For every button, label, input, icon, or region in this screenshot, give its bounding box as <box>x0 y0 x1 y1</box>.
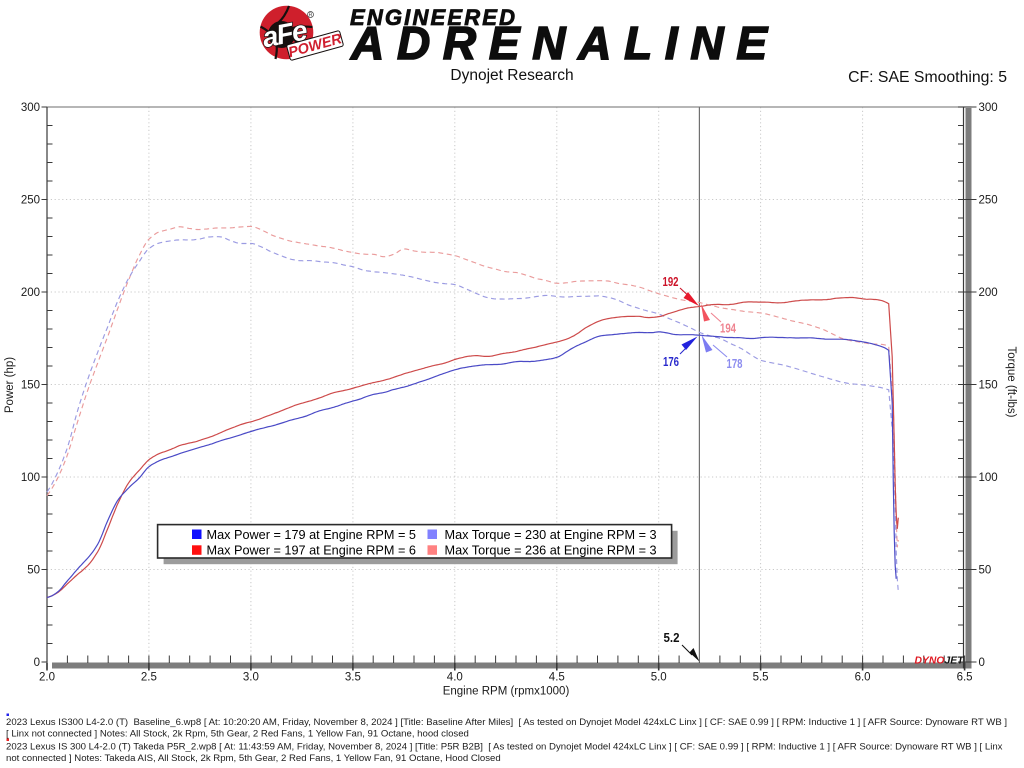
svg-text:Power (hp): Power (hp) <box>4 357 16 413</box>
svg-text:ENGINEERED: ENGINEERED <box>350 5 515 30</box>
svg-text:5.5: 5.5 <box>753 672 769 684</box>
svg-text:150: 150 <box>979 380 998 392</box>
svg-text:5.0: 5.0 <box>651 672 667 684</box>
svg-text:192: 192 <box>663 275 679 289</box>
svg-text:5.2: 5.2 <box>664 631 680 645</box>
svg-text:6.5: 6.5 <box>957 672 973 684</box>
svg-text:250: 250 <box>979 195 998 207</box>
svg-text:Max Power = 197 at Engine RPM: Max Power = 197 at Engine RPM = 6 <box>207 544 416 558</box>
svg-text:[ Linx not connected ] Notes:: [ Linx not connected ] Notes: All Stock,… <box>6 729 469 740</box>
svg-text:100: 100 <box>979 472 998 484</box>
svg-text:4.5: 4.5 <box>549 672 565 684</box>
svg-text:100: 100 <box>21 472 40 484</box>
svg-text:300: 300 <box>979 102 998 114</box>
svg-text:300: 300 <box>21 102 40 114</box>
svg-text:3.5: 3.5 <box>345 672 361 684</box>
svg-text:CF: SAE Smoothing: 5: CF: SAE Smoothing: 5 <box>848 69 1007 86</box>
svg-text:Max Torque = 236 at Engine RPM: Max Torque = 236 at Engine RPM = 3 <box>445 544 657 558</box>
svg-text:Engine RPM (rpmx1000): Engine RPM (rpmx1000) <box>443 686 570 698</box>
svg-text:Dynojet Research: Dynojet Research <box>450 67 573 84</box>
svg-text:200: 200 <box>21 287 40 299</box>
svg-text:3.0: 3.0 <box>243 672 259 684</box>
svg-text:Max Power = 179 at Engine RPM: Max Power = 179 at Engine RPM = 5 <box>207 528 416 542</box>
svg-text:2023 Lexus IS300 L4-2.0 (T) B: 2023 Lexus IS300 L4-2.0 (T) Baseline_6.w… <box>6 717 1007 728</box>
svg-text:R: R <box>309 13 313 19</box>
svg-text:4.0: 4.0 <box>447 672 463 684</box>
svg-text:2.5: 2.5 <box>141 672 157 684</box>
svg-text:176: 176 <box>663 355 679 369</box>
svg-text:not connected ] Notes: Takeda: not connected ] Notes: Takeda AIS, All S… <box>6 753 501 764</box>
svg-text:178: 178 <box>727 357 743 371</box>
svg-text:2023 Lexus IS 300 L4-2.0 (T) T: 2023 Lexus IS 300 L4-2.0 (T) Takeda P5R_… <box>6 742 1003 753</box>
svg-text:50: 50 <box>979 565 992 577</box>
svg-text:ADRENALINE: ADRENALINE <box>350 17 768 69</box>
svg-text:200: 200 <box>979 287 998 299</box>
svg-text:150: 150 <box>21 380 40 392</box>
svg-text:6.0: 6.0 <box>855 672 871 684</box>
svg-text:50: 50 <box>27 565 40 577</box>
svg-text:Torque (ft-lbs): Torque (ft-lbs) <box>1005 347 1017 418</box>
svg-text:250: 250 <box>21 195 40 207</box>
svg-text:2.0: 2.0 <box>39 672 55 684</box>
svg-text:DYNOJET: DYNOJET <box>915 655 966 667</box>
svg-text:194: 194 <box>720 322 736 336</box>
svg-text:0: 0 <box>979 657 985 669</box>
svg-text:Max Torque = 230 at Engine RPM: Max Torque = 230 at Engine RPM = 3 <box>445 528 657 542</box>
svg-text:0: 0 <box>34 657 40 669</box>
